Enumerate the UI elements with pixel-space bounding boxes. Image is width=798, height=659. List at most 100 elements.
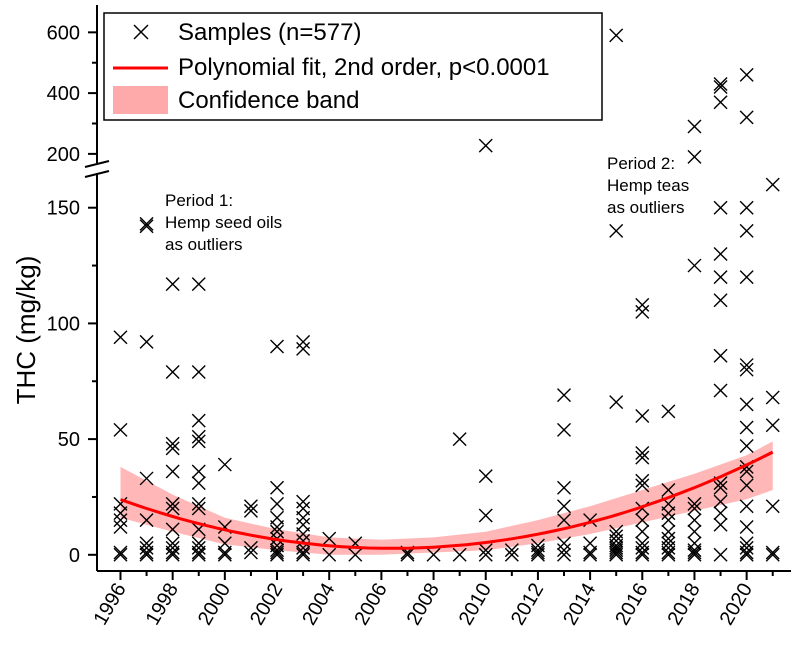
sample-marker	[191, 413, 206, 428]
x-tick-label: 2014	[559, 580, 600, 630]
sample-marker	[191, 547, 206, 562]
sample-marker	[687, 524, 702, 539]
y-tick-label: 400	[47, 83, 80, 105]
sample-marker	[165, 540, 180, 555]
sample-marker	[139, 513, 154, 528]
sample-marker	[609, 547, 624, 562]
sample-marker	[713, 348, 728, 363]
annotation-period-2: Period 2: Hemp teas as outliers	[607, 154, 694, 217]
sample-marker	[687, 547, 702, 562]
sample-marker	[270, 545, 285, 560]
sample-marker	[191, 476, 206, 491]
sample-marker	[713, 246, 728, 261]
y-tick-label: 150	[47, 198, 80, 220]
sample-marker	[739, 499, 754, 514]
x-tick-label: 2016	[611, 580, 652, 630]
sample-marker	[609, 28, 624, 43]
sample-marker	[687, 543, 702, 558]
sample-marker	[165, 501, 180, 516]
sample-marker	[139, 216, 154, 231]
sample-marker	[739, 520, 754, 535]
sample-marker	[452, 547, 467, 562]
sample-marker	[165, 522, 180, 537]
sample-marker	[609, 543, 624, 558]
sample-marker	[296, 545, 311, 560]
sample-marker	[739, 67, 754, 82]
sample-marker	[322, 531, 337, 546]
sample-marker	[739, 362, 754, 377]
sample-marker	[400, 547, 415, 562]
sample-marker	[296, 494, 311, 509]
sample-marker	[635, 513, 650, 528]
sample-marker	[270, 496, 285, 511]
sample-marker	[557, 480, 572, 495]
x-tick-label: 2004	[298, 580, 339, 630]
sample-marker	[739, 478, 754, 493]
sample-marker	[557, 543, 572, 558]
sample-marker	[765, 418, 780, 433]
sample-marker	[739, 540, 754, 555]
sample-marker	[139, 334, 154, 349]
sample-marker	[243, 540, 258, 555]
x-tick-label: 2010	[455, 580, 496, 630]
sample-marker	[530, 543, 545, 558]
y-tick-label: 50	[58, 429, 80, 451]
sample-marker	[687, 119, 702, 134]
sample-marker	[713, 547, 728, 562]
sample-marker	[478, 547, 493, 562]
sample-marker	[687, 501, 702, 516]
sample-marker	[113, 513, 128, 528]
sample-marker	[296, 533, 311, 548]
y-tick-label: 0	[69, 545, 80, 567]
sample-marker	[504, 543, 519, 558]
sample-marker	[191, 277, 206, 292]
sample-marker	[609, 545, 624, 560]
sample-marker	[661, 545, 676, 560]
sample-marker	[635, 478, 650, 493]
sample-marker	[635, 540, 650, 555]
polynomial-fit-line	[119, 450, 774, 550]
sample-marker	[270, 543, 285, 558]
sample-marker	[139, 219, 154, 234]
sample-marker	[635, 524, 650, 539]
sample-marker	[322, 547, 337, 562]
sample-marker	[557, 547, 572, 562]
y-ticks: 0 50 100 150 200 400 600	[47, 22, 97, 567]
sample-marker	[713, 270, 728, 285]
sample-marker	[270, 524, 285, 539]
sample-marker	[557, 499, 572, 514]
x-tick-label: 2008	[403, 580, 444, 630]
sample-marker	[661, 404, 676, 419]
sample-marker	[635, 547, 650, 562]
sample-marker	[191, 501, 206, 516]
sample-marker	[739, 110, 754, 125]
sample-marker	[687, 513, 702, 528]
sample-marker	[583, 547, 598, 562]
sample-marker	[713, 383, 728, 398]
sample-marker	[296, 341, 311, 356]
sample-marker	[713, 293, 728, 308]
x-tick-label: 1998	[142, 580, 183, 630]
sample-marker	[296, 547, 311, 562]
sample-marker	[426, 547, 441, 562]
sample-marker	[713, 200, 728, 215]
sample-marker	[270, 480, 285, 495]
sample-marker	[530, 547, 545, 562]
sample-marker	[165, 277, 180, 292]
sample-marker	[243, 545, 258, 560]
y-tick-label: 200	[47, 144, 80, 166]
sample-marker	[478, 138, 493, 153]
sample-marker	[165, 365, 180, 379]
sample-marker	[739, 420, 754, 435]
sample-marker	[713, 506, 728, 521]
sample-marker	[165, 545, 180, 560]
sample-marker	[530, 545, 545, 560]
sample-marker	[191, 540, 206, 555]
sample-marker	[765, 177, 780, 192]
sample-marker	[765, 499, 780, 514]
sample-marker	[139, 547, 154, 562]
sample-marker	[635, 297, 650, 312]
x-tick-label: 2000	[194, 580, 235, 630]
sample-marker	[270, 520, 285, 535]
